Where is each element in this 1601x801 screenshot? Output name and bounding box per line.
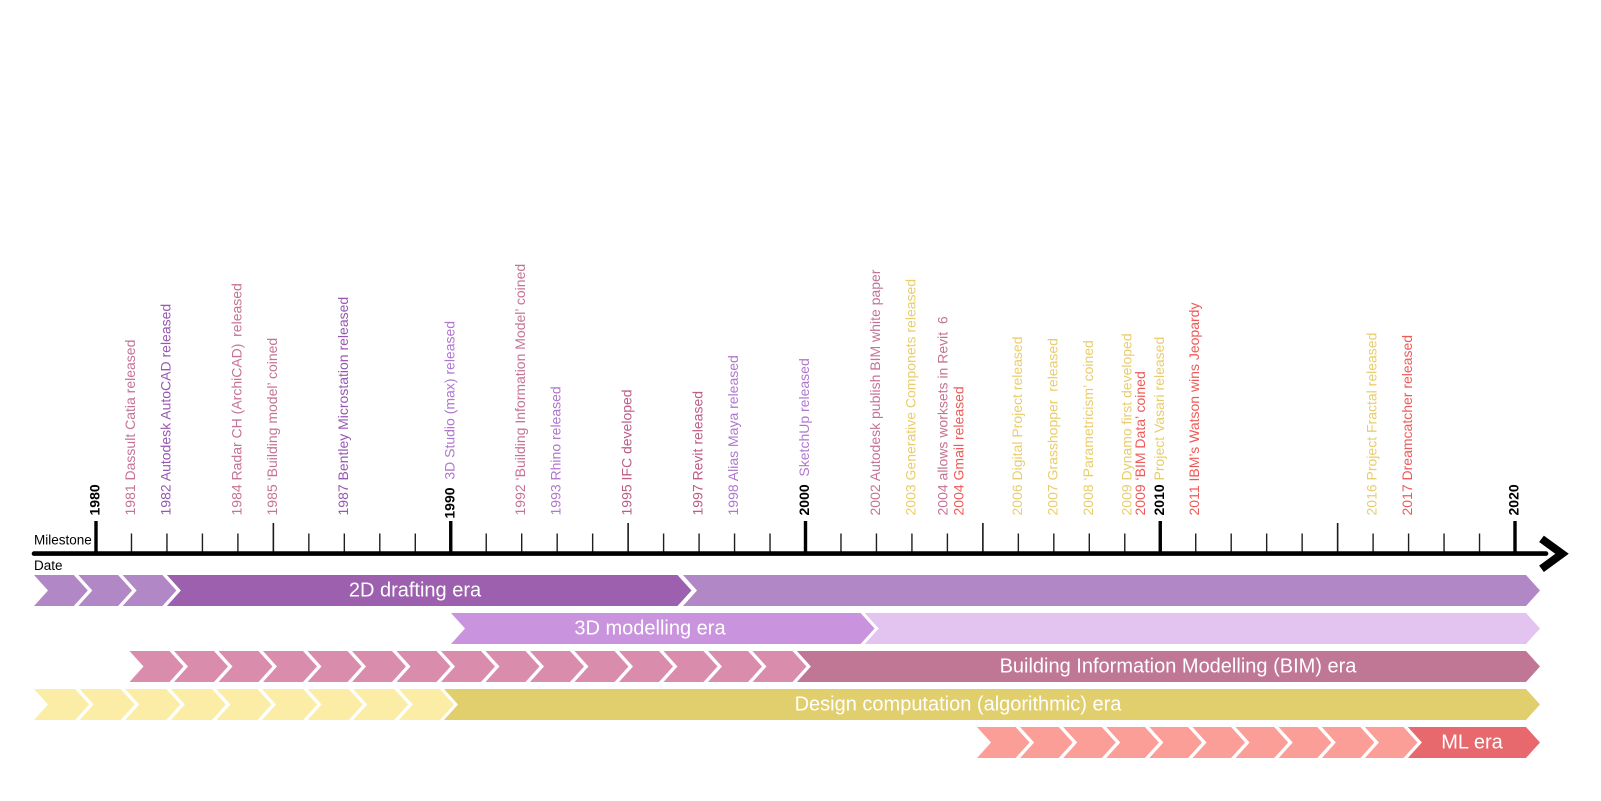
svg-text:2003 Generative Componets rele: 2003 Generative Componets released	[903, 279, 919, 516]
svg-text:2020: 2020	[1506, 484, 1522, 515]
svg-text:2009 Dynamo first developed: 2009 Dynamo first developed	[1118, 333, 1134, 515]
svg-text:1992 ‘Building Information Mod: 1992 ‘Building Information Model’ coined	[512, 264, 528, 516]
svg-text:1998 Alias Maya released: 1998 Alias Maya released	[725, 355, 741, 515]
svg-text:2004 Gmail released: 2004 Gmail released	[950, 386, 966, 515]
svg-text:1990 3D Studio (max) released: 1990 3D Studio (max) released	[441, 321, 457, 519]
svg-text:2016 Project Fractal released: 2016 Project Fractal released	[1364, 333, 1380, 516]
svg-text:Building Information Modelling: Building Information Modelling (BIM) era	[1000, 656, 1358, 678]
svg-text:1984 Radar CH (ArchiCAD) rele: 1984 Radar CH (ArchiCAD) released	[228, 283, 244, 515]
svg-text:2010 Project Vasari released: 2010 Project Vasari released	[1151, 337, 1167, 516]
svg-text:2017 Dreamcatcher released: 2017 Dreamcatcher released	[1399, 335, 1415, 516]
svg-text:Milestone: Milestone	[34, 532, 92, 547]
svg-text:1980: 1980	[87, 484, 103, 515]
svg-text:Date: Date	[34, 558, 63, 573]
svg-text:2002 Autodesk publish BIM whit: 2002 Autodesk publish BIM white paper	[867, 269, 883, 515]
svg-text:1993 Rhino released: 1993 Rhino released	[548, 386, 564, 515]
svg-text:3D modelling era: 3D modelling era	[574, 618, 726, 640]
svg-text:2D drafting era: 2D drafting era	[349, 580, 482, 602]
svg-text:1985 ‘Building model’ coined: 1985 ‘Building model’ coined	[264, 338, 280, 516]
svg-text:2011 IBM’s Watson wins Jeopard: 2011 IBM’s Watson wins Jeopardy	[1186, 303, 1202, 516]
svg-text:2007 Grasshopper released: 2007 Grasshopper released	[1044, 338, 1060, 515]
svg-text:1982 Autodesk AutoCAD released: 1982 Autodesk AutoCAD released	[158, 304, 174, 516]
svg-text:2009 ‘BIM Data’ coined: 2009 ‘BIM Data’ coined	[1132, 371, 1148, 515]
svg-text:ML era: ML era	[1441, 732, 1503, 754]
svg-text:2000 SketchUp released: 2000 SketchUp released	[796, 358, 812, 515]
svg-text:Design computation (algorithmi: Design computation (algorithmic) era	[795, 694, 1123, 716]
svg-text:2008 ‘Parametricism’ coined: 2008 ‘Parametricism’ coined	[1080, 340, 1096, 515]
svg-text:1981 Dassult Catia released: 1981 Dassult Catia released	[122, 340, 138, 516]
svg-text:1995 IFC developed: 1995 IFC developed	[619, 389, 635, 515]
svg-text:1997 Revit released: 1997 Revit released	[690, 391, 706, 516]
svg-text:2006 Digital Project released: 2006 Digital Project released	[1009, 337, 1025, 516]
svg-text:2004 allows worksets in Revit: 2004 allows worksets in Revit 6	[935, 316, 951, 515]
svg-text:1987 Bentley Microstation rele: 1987 Bentley Microstation released	[335, 297, 351, 516]
